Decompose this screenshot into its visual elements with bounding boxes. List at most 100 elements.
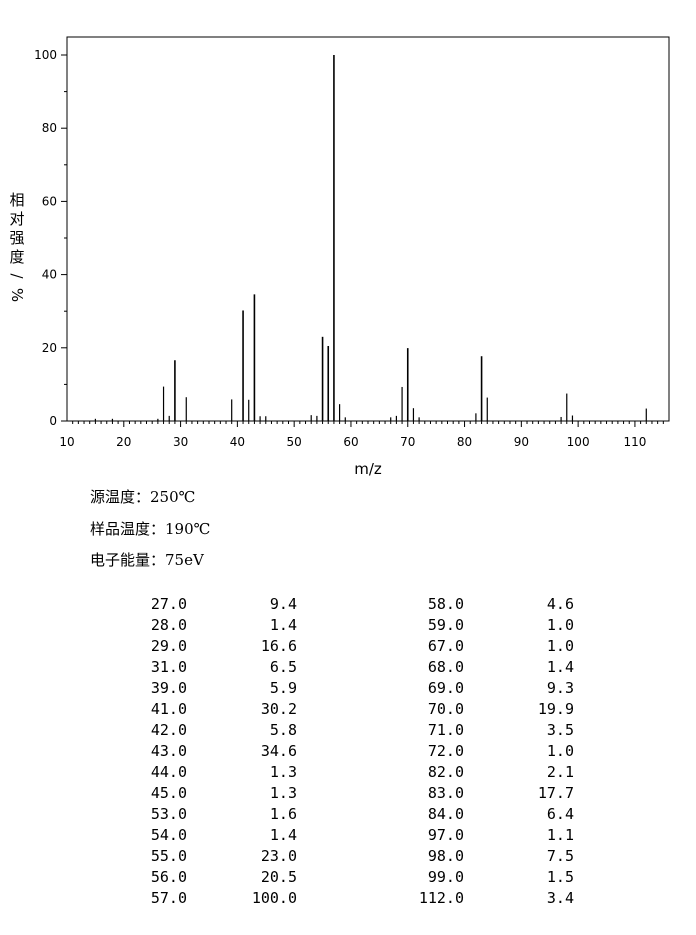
mz-cell: 53.0 <box>150 805 187 823</box>
mz-cell: 83.0 <box>427 784 464 802</box>
x-tick-label: 80 <box>457 435 472 449</box>
y-tick-label: 60 <box>42 194 57 208</box>
x-tick-label: 30 <box>173 435 188 449</box>
table-row: 45.0 1.3 83.0 17.7 <box>0 783 696 804</box>
intensity-cell: 4.6 <box>546 595 574 613</box>
intensity-cell: 3.4 <box>546 889 574 907</box>
x-tick-label: 40 <box>230 435 245 449</box>
mz-cell: 72.0 <box>427 742 464 760</box>
mz-cell: 70.0 <box>427 700 464 718</box>
mz-cell: 97.0 <box>427 826 464 844</box>
electron-energy-label: 电子能量： <box>90 551 166 569</box>
intensity-cell: 7.5 <box>546 847 574 865</box>
x-tick-label: 20 <box>116 435 131 449</box>
x-tick-label: 110 <box>623 435 646 449</box>
table-row: 57.0 100.0 112.0 3.4 <box>0 888 696 909</box>
y-axis: 0 20 40 60 80 100 <box>34 48 67 428</box>
table-row: 55.0 23.0 98.0 7.5 <box>0 846 696 867</box>
mz-cell: 39.0 <box>150 679 187 697</box>
intensity-cell: 1.4 <box>269 616 297 634</box>
x-axis-label: m/z <box>354 460 382 478</box>
mz-cell: 98.0 <box>427 847 464 865</box>
intensity-cell: 34.6 <box>260 742 297 760</box>
intensity-cell: 20.5 <box>260 868 297 886</box>
intensity-cell: 30.2 <box>260 700 297 718</box>
intensity-cell: 16.6 <box>260 637 297 655</box>
intensity-cell: 1.0 <box>546 637 574 655</box>
mz-cell: 69.0 <box>427 679 464 697</box>
intensity-cell: 6.5 <box>269 658 297 676</box>
mz-cell: 84.0 <box>427 805 464 823</box>
y-axis-label-char: 对 <box>9 210 24 228</box>
intensity-cell: 6.4 <box>546 805 574 823</box>
mz-cell: 42.0 <box>150 721 187 739</box>
mz-cell: 58.0 <box>427 595 464 613</box>
mz-cell: 57.0 <box>150 889 187 907</box>
table-row: 41.0 30.2 70.0 19.9 <box>0 699 696 720</box>
mz-cell: 59.0 <box>427 616 464 634</box>
plot-frame <box>66 36 670 422</box>
intensity-cell: 1.5 <box>546 868 574 886</box>
source-temperature: 源温度：250℃ <box>90 487 195 507</box>
mz-cell: 28.0 <box>150 616 187 634</box>
mz-cell: 54.0 <box>150 826 187 844</box>
intensity-cell: 1.1 <box>546 826 574 844</box>
intensity-cell: 1.6 <box>269 805 297 823</box>
x-tick-label: 100 <box>567 435 590 449</box>
source-temperature-label: 源温度： <box>90 488 151 506</box>
table-row: 56.0 20.5 99.0 1.5 <box>0 867 696 888</box>
intensity-cell: 23.0 <box>260 847 297 865</box>
table-row: 54.0 1.4 97.0 1.1 <box>0 825 696 846</box>
y-axis-label-char: 度 <box>9 248 24 266</box>
intensity-cell: 19.9 <box>537 700 574 718</box>
intensity-cell: 5.8 <box>269 721 297 739</box>
y-tick-label: 20 <box>42 341 57 355</box>
mz-cell: 29.0 <box>150 637 187 655</box>
table-row: 39.0 5.9 69.0 9.3 <box>0 678 696 699</box>
peak-bars <box>94 55 647 421</box>
x-tick-label: 60 <box>343 435 358 449</box>
intensity-cell: 1.0 <box>546 616 574 634</box>
mz-cell: 56.0 <box>150 868 187 886</box>
intensity-cell: 1.3 <box>269 784 297 802</box>
intensity-cell: 1.3 <box>269 763 297 781</box>
mz-cell: 68.0 <box>427 658 464 676</box>
sample-temperature-label: 样品温度： <box>90 520 166 538</box>
mz-cell: 112.0 <box>418 889 464 907</box>
x-axis: 10 20 30 40 50 60 70 80 90 100 110 <box>59 421 664 449</box>
y-tick-label: 40 <box>42 268 57 282</box>
intensity-cell: 9.4 <box>269 595 297 613</box>
mz-cell: 71.0 <box>427 721 464 739</box>
mz-cell: 31.0 <box>150 658 187 676</box>
sample-temperature-value: 190℃ <box>165 520 211 538</box>
table-row: 44.0 1.3 82.0 2.1 <box>0 762 696 783</box>
y-axis-label-char: % <box>8 288 26 302</box>
intensity-cell: 3.5 <box>546 721 574 739</box>
y-axis-label-char: / <box>8 273 26 279</box>
x-tick-label: 10 <box>59 435 74 449</box>
x-tick-label: 50 <box>287 435 302 449</box>
mz-cell: 67.0 <box>427 637 464 655</box>
electron-energy-value: 75eV <box>165 551 204 569</box>
mz-cell: 82.0 <box>427 763 464 781</box>
intensity-cell: 1.0 <box>546 742 574 760</box>
table-row: 31.0 6.5 68.0 1.4 <box>0 657 696 678</box>
intensity-cell: 1.4 <box>546 658 574 676</box>
y-tick-label: 100 <box>34 48 57 62</box>
mz-cell: 27.0 <box>150 595 187 613</box>
electron-energy: 电子能量：75eV <box>90 550 204 570</box>
table-row: 43.0 34.6 72.0 1.0 <box>0 741 696 762</box>
x-tick-label: 70 <box>400 435 415 449</box>
mz-cell: 43.0 <box>150 742 187 760</box>
y-tick-label: 0 <box>49 414 57 428</box>
mz-cell: 55.0 <box>150 847 187 865</box>
table-row: 42.0 5.8 71.0 3.5 <box>0 720 696 741</box>
sample-temperature: 样品温度：190℃ <box>90 519 210 539</box>
intensity-cell: 9.3 <box>546 679 574 697</box>
intensity-cell: 17.7 <box>537 784 574 802</box>
table-row: 28.0 1.4 59.0 1.0 <box>0 615 696 636</box>
mz-cell: 99.0 <box>427 868 464 886</box>
intensity-cell: 2.1 <box>546 763 574 781</box>
y-axis-label-char: 强 <box>9 229 24 247</box>
